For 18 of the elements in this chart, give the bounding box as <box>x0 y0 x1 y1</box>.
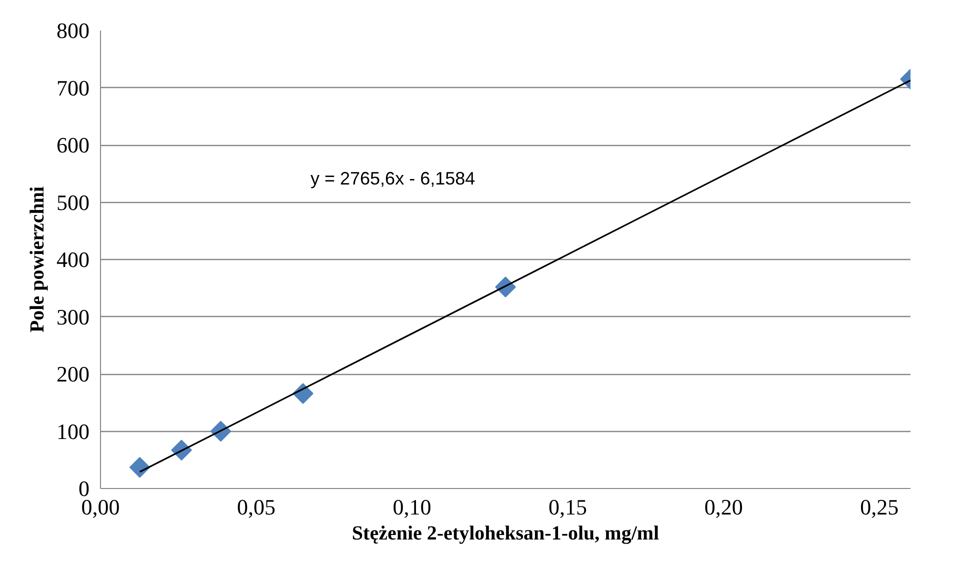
point <box>129 456 150 478</box>
y-axis-title: Pole powierzchni <box>26 186 48 333</box>
y-tick-label: 0 <box>78 476 90 501</box>
x-tick-label: 0,20 <box>704 494 743 520</box>
y-tick-label: 800 <box>56 18 90 43</box>
y-tick-label: 700 <box>56 75 90 100</box>
y-tick-label: 100 <box>56 418 90 444</box>
x-tick-label: 0,10 <box>392 494 432 520</box>
annotation: y = 2765,6x - 6,1584 <box>310 168 476 188</box>
y-tick-label: 300 <box>56 304 90 330</box>
y-tick-label: 200 <box>56 362 90 386</box>
x-tick-label: 0,05 <box>237 494 276 520</box>
x-axis-title: Stężenie 2-etyloheksan-1-olu, mg/ml <box>352 522 660 544</box>
y-tick-label: 500 <box>56 190 90 215</box>
y-tick-label: 400 <box>56 247 90 272</box>
y-tick-label: 600 <box>56 132 90 158</box>
x-tick-label: 0,15 <box>548 494 588 520</box>
x-tick-label: 0,25 <box>860 494 899 520</box>
